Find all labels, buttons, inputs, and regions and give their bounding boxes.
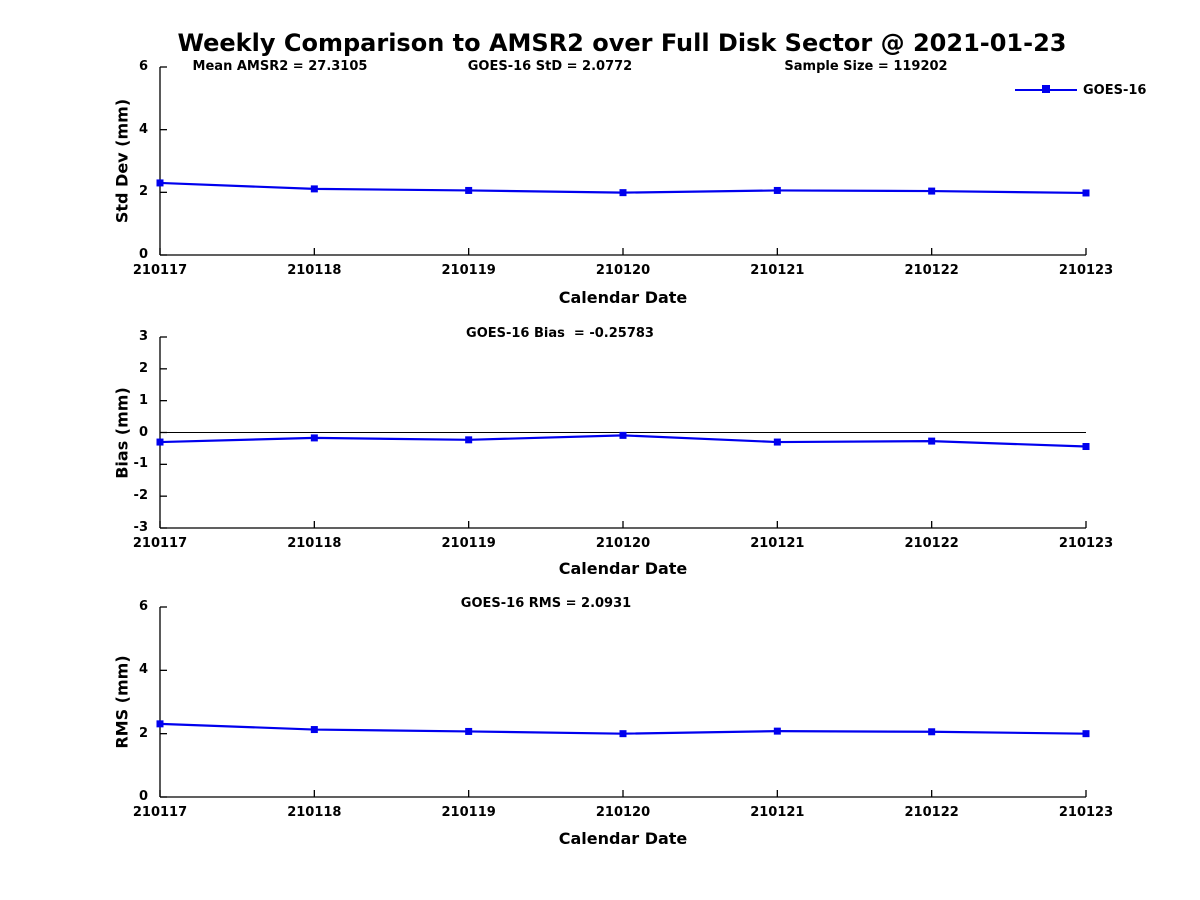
x-axis-label: Calendar Date: [558, 829, 688, 848]
data-point-marker: [928, 437, 936, 445]
x-tick-label: 210118: [287, 805, 342, 820]
y-tick-label: -2: [133, 488, 148, 504]
y-tick-label: 6: [138, 599, 148, 614]
data-point-marker: [310, 185, 318, 193]
x-tick-label: 210117: [132, 805, 188, 820]
subplot-title: GOES-16 RMS = 2.0931: [460, 596, 632, 611]
bias-plot: [156, 336, 1090, 529]
y-tick-label: 2: [138, 184, 148, 200]
y-tick-label: -1: [133, 456, 148, 472]
data-point-marker: [773, 727, 781, 735]
data-point-marker: [619, 189, 627, 197]
data-point-marker: [1082, 730, 1090, 738]
data-point-marker: [465, 727, 473, 735]
data-point-marker: [773, 438, 781, 446]
legend-label: GOES-16: [1083, 83, 1147, 98]
figure-title: Weekly Comparison to AMSR2 over Full Dis…: [177, 29, 1067, 57]
x-tick-label: 210121: [750, 536, 805, 551]
y-axis-label: Bias (mm): [112, 386, 132, 479]
data-point-marker: [1082, 189, 1090, 197]
y-axis-label: RMS (mm): [112, 655, 132, 749]
x-tick-label: 210119: [441, 263, 496, 278]
y-tick-label: 4: [138, 662, 148, 678]
data-point-marker: [619, 431, 627, 439]
x-tick-label: 210123: [1058, 536, 1114, 551]
x-tick-label: 210122: [904, 263, 959, 278]
data-point-marker: [156, 720, 164, 728]
y-axis-label: Std Dev (mm): [112, 98, 132, 224]
y-tick-label: 3: [138, 329, 148, 344]
x-tick-label: 210123: [1058, 805, 1114, 820]
legend-square-marker-icon: [1042, 85, 1050, 93]
y-tick-label: 0: [138, 789, 148, 804]
std-dev-plot: [156, 66, 1090, 256]
x-tick-label: 210123: [1058, 263, 1114, 278]
data-point-marker: [310, 726, 318, 734]
y-tick-label: 4: [138, 121, 148, 137]
data-point-marker: [156, 179, 164, 187]
x-tick-label: 210122: [904, 805, 959, 820]
annotation-goes16-std: GOES-16 StD = 2.0772: [467, 59, 633, 74]
annotation-mean-amsr2: Mean AMSR2 = 27.3105: [192, 59, 368, 74]
y-tick-label: 0: [138, 247, 148, 262]
x-axis-label: Calendar Date: [558, 288, 688, 307]
x-tick-label: 210118: [287, 263, 342, 278]
rms-plot: [156, 606, 1090, 798]
data-point-marker: [928, 728, 936, 736]
subplot-title: GOES-16 Bias = -0.25783: [466, 326, 654, 341]
y-tick-label: 6: [138, 59, 148, 74]
x-tick-label: 210117: [132, 536, 188, 551]
y-tick-label: 0: [138, 424, 148, 440]
y-tick-label: 2: [138, 360, 148, 376]
legend: GOES-16: [1015, 82, 1165, 98]
data-point-marker: [465, 186, 473, 194]
x-tick-label: 210120: [595, 805, 651, 820]
x-tick-label: 210117: [132, 263, 188, 278]
x-axis-label: Calendar Date: [558, 559, 688, 578]
y-tick-label: 1: [138, 392, 148, 408]
x-tick-label: 210119: [441, 536, 496, 551]
y-tick-label: 2: [138, 725, 148, 741]
x-tick-label: 210118: [287, 536, 342, 551]
x-tick-label: 210121: [750, 263, 805, 278]
x-tick-label: 210120: [595, 536, 651, 551]
data-point-marker: [928, 187, 936, 195]
x-tick-label: 210120: [595, 263, 651, 278]
data-point-marker: [310, 434, 318, 442]
data-point-marker: [1082, 443, 1090, 451]
x-tick-label: 210121: [750, 805, 805, 820]
x-tick-label: 210122: [904, 536, 959, 551]
data-point-marker: [465, 436, 473, 444]
y-tick-label: -3: [133, 520, 148, 535]
data-point-marker: [619, 730, 627, 738]
x-tick-label: 210119: [441, 805, 496, 820]
data-point-marker: [773, 186, 781, 194]
annotation-sample-size: Sample Size = 119202: [784, 59, 948, 74]
data-point-marker: [156, 438, 164, 446]
